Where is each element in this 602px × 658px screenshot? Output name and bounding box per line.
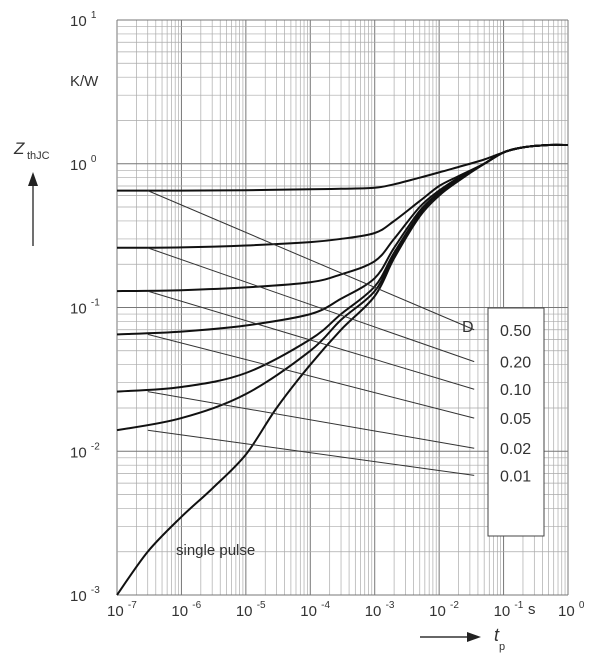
leader-line-0.50: [147, 190, 475, 331]
x-tick-labels: 10 -7 10 -6 10 -5 10 -4 10 -3 10 -2 10 -1 10 0: [107, 600, 585, 620]
svg-text:t: t: [494, 625, 500, 645]
y-unit-label: K/W: [70, 73, 99, 90]
x-tick-label: 10 -1: [494, 600, 524, 620]
y-tick-label: 10 0: [70, 154, 97, 174]
svg-text:p: p: [499, 641, 505, 653]
leader-line-0.01: [147, 429, 475, 476]
x-axis-label: t p: [420, 625, 505, 653]
legend-item-0.05: 0.05: [500, 411, 531, 428]
legend-item-0.01: 0.01: [500, 468, 531, 485]
legend-item-0.02: 0.02: [500, 441, 531, 458]
x-tick-label: 10 -4: [300, 600, 330, 620]
x-tick-label: 10 -7: [107, 600, 137, 620]
curve-single-pulse: [116, 143, 569, 596]
x-tick-label: 10 -3: [365, 600, 395, 620]
legend-item-0.20: 0.20: [500, 355, 531, 372]
curves: [116, 143, 569, 596]
x-tick-label: 10 -5: [236, 600, 266, 620]
legend-item-0.10: 0.10: [500, 382, 531, 399]
y-tick-labels: 10 -3 10 -2 10 -1 10 0 10 1: [70, 10, 100, 605]
legend-title: D: [462, 319, 474, 336]
svg-text:thJC: thJC: [27, 150, 50, 162]
legend-item-0.50: 0.50: [500, 323, 531, 340]
y-tick-label: 10 1: [70, 10, 97, 30]
legend-box: [487, 307, 545, 537]
y-tick-label: 10 -2: [70, 441, 100, 461]
leader-line-0.20: [147, 247, 475, 363]
single-pulse-annotation: single pulse: [176, 542, 255, 559]
legend-leader-lines: [147, 190, 475, 476]
y-tick-label: 10 -1: [70, 298, 100, 318]
x-tick-label: 10 0: [558, 600, 585, 620]
x-unit-label: s: [528, 601, 536, 618]
leader-line-0.02: [147, 391, 475, 449]
y-axis-label: Z thJC: [13, 139, 50, 246]
leader-line-0.05: [147, 333, 475, 419]
grid: [116, 19, 569, 596]
legend: D 0.50 0.20 0.10 0.05 0.02 0.01: [462, 307, 545, 537]
svg-text:Z: Z: [13, 139, 25, 158]
leader-line-0.10: [147, 290, 475, 390]
x-tick-label: 10 -6: [171, 600, 201, 620]
x-tick-label: 10 -2: [429, 600, 459, 620]
y-tick-label: 10 -3: [70, 585, 100, 605]
